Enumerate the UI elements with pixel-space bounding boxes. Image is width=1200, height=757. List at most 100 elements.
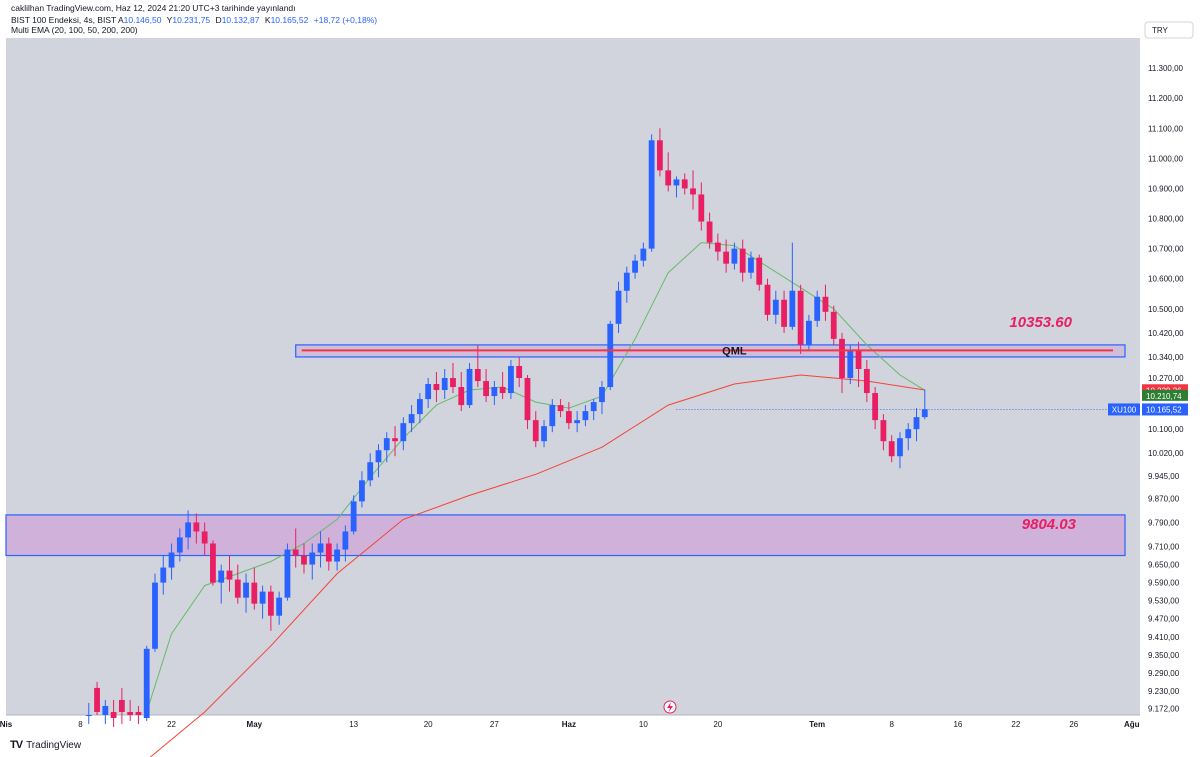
candle-body — [872, 393, 879, 421]
alert-icon[interactable] — [663, 700, 677, 714]
candle-body — [383, 438, 390, 451]
candle-body — [458, 387, 465, 406]
x-tick-label: 26 — [1069, 720, 1078, 729]
footer-brand[interactable]: TV TradingView — [10, 739, 81, 751]
x-tick-label: Nis — [0, 720, 13, 729]
ohlc-low: D10.132,87 — [215, 15, 260, 25]
currency-button[interactable]: TRY — [1144, 21, 1194, 39]
symbol-tag — [1108, 403, 1140, 416]
candle-body — [880, 420, 887, 442]
candle-body — [897, 438, 903, 457]
x-tick-label: 8 — [889, 720, 894, 729]
symbol-legend[interactable]: BIST 100 Endeksi, 4s, BIST A10.146,50 Y1… — [11, 15, 377, 26]
candle-body — [764, 284, 771, 315]
candle-body — [160, 567, 167, 583]
qml-target-label: 10353.60 — [1009, 314, 1072, 331]
candle-body — [441, 378, 448, 391]
candle-body — [756, 257, 763, 285]
candle-body — [102, 705, 109, 715]
y-tick-label: 9.590,00 — [1148, 579, 1180, 588]
y-tick-label: 10.100,00 — [1148, 425, 1184, 434]
y-tick-label: 11.100,00 — [1148, 124, 1184, 133]
ohlc-open: A10.146,50 — [117, 15, 162, 25]
x-tick-label: 27 — [490, 720, 499, 729]
price-axis[interactable] — [1140, 38, 1200, 715]
price-change: +18,72 (+0,18%) — [313, 15, 378, 25]
y-tick-label: 9.172,00 — [1148, 704, 1180, 713]
demand-target-label: 9804.03 — [1022, 516, 1077, 533]
candle-body — [847, 350, 854, 379]
y-tick-label: 9.470,00 — [1148, 615, 1180, 624]
x-tick-label: 8 — [78, 720, 83, 729]
candle-body — [185, 522, 191, 538]
candle-body — [921, 409, 928, 418]
x-tick-label: 20 — [713, 720, 722, 729]
candle-body — [665, 170, 672, 186]
y-tick-label: 10.270,00 — [1148, 374, 1184, 383]
x-tick-label: Ağu — [1124, 720, 1140, 729]
x-tick-label: Haz — [562, 720, 576, 729]
candle-body — [218, 570, 225, 583]
candle-body — [731, 248, 738, 264]
candle-body — [698, 194, 705, 222]
candle-body — [508, 365, 514, 394]
x-tick-label: 16 — [953, 720, 962, 729]
candle-body — [541, 426, 547, 442]
qml-label: QML — [722, 345, 747, 357]
ohlc-high: Y10.231,75 — [166, 15, 211, 25]
candle-body — [607, 323, 614, 388]
currency-label: TRY — [1152, 26, 1169, 35]
candle-body — [284, 549, 291, 598]
candle-body — [152, 582, 158, 649]
y-tick-label: 11.300,00 — [1148, 64, 1184, 73]
candle-body — [640, 248, 647, 261]
candle-body — [251, 582, 258, 604]
candle-body — [243, 582, 249, 598]
candle-body — [210, 543, 216, 583]
candle-body — [822, 296, 829, 312]
candle-body — [110, 711, 117, 719]
x-tick-label: 13 — [349, 720, 358, 729]
candle-body — [94, 687, 100, 712]
symbol-tag-label: XU100 — [1112, 405, 1137, 414]
candle-body — [723, 251, 730, 264]
tradingview-logo-icon: TV — [10, 739, 23, 751]
candle-body — [267, 591, 274, 616]
candle-body — [632, 260, 638, 273]
candle-body — [830, 311, 837, 339]
candle-body — [400, 423, 407, 442]
x-tick-label: May — [247, 720, 263, 729]
candle-body — [599, 387, 605, 403]
candle-body — [565, 411, 572, 424]
candle-body — [85, 715, 92, 716]
candle-body — [657, 140, 663, 171]
y-tick-label: 9.790,00 — [1148, 518, 1180, 527]
x-tick-label: Tem — [809, 720, 825, 729]
plot-area[interactable] — [6, 38, 1140, 715]
candle-body — [905, 429, 912, 439]
candle-body — [359, 480, 365, 502]
y-tick-label: 9.350,00 — [1148, 651, 1180, 660]
candle-body — [193, 522, 200, 532]
indicator-legend[interactable]: Multi EMA (20, 100, 50, 200, 200) — [11, 25, 138, 35]
zone-demand[interactable] — [5, 514, 1126, 557]
candle-body — [574, 420, 581, 424]
ema-slow-line — [149, 374, 925, 757]
candle-body — [259, 591, 266, 604]
candle-body — [524, 378, 531, 421]
candle-body — [309, 552, 316, 565]
candle-body — [706, 221, 713, 243]
candle-body — [863, 368, 870, 394]
y-tick-label: 10.600,00 — [1148, 275, 1184, 284]
candle-body — [789, 290, 796, 327]
candle-body — [615, 290, 622, 324]
candle-body — [557, 405, 564, 412]
candle-body — [342, 531, 349, 550]
candle-body — [839, 338, 845, 379]
candle-body — [532, 420, 539, 442]
candle-body — [176, 537, 183, 553]
candle-body — [491, 387, 498, 397]
current-price-tag — [1142, 403, 1188, 416]
candle-body — [276, 597, 283, 616]
current-price-label: 10.165,52 — [1146, 405, 1182, 414]
